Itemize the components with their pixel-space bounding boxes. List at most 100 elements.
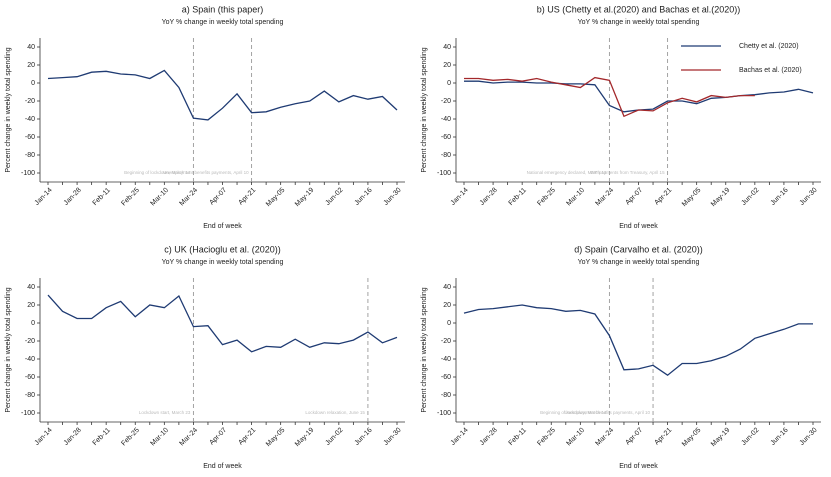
x-tick-label: May-05 (265, 427, 287, 449)
y-tick-label: 0 (447, 80, 451, 87)
reference-label: Beginning of lockdown, March 14 (124, 170, 191, 175)
panel: b) US (Chetty et al.(2020) and Bachas et… (421, 4, 821, 230)
panel: d) Spain (Carvalho et al. (2020)) YoY % c… (421, 244, 821, 470)
x-tick-label: Apr-21 (237, 427, 257, 447)
y-tick-label: 40 (27, 284, 35, 291)
reference-label: National emergency declared, March 13 (527, 170, 607, 175)
y-tick-label: -80 (25, 392, 35, 399)
x-axis-label: End of week (619, 463, 658, 470)
y-tick-label: 40 (443, 44, 451, 51)
x-tick-label: May-05 (681, 427, 703, 449)
x-tick-label: Apr-07 (208, 427, 228, 447)
x-tick-label: May-19 (294, 187, 316, 209)
x-tick-label: Jan-28 (479, 187, 499, 207)
x-tick-label: Jun-16 (354, 187, 374, 207)
panel-title: c) UK (Hacioglu et al. (2020)) (164, 244, 281, 254)
panel-subtitle: YoY % change in weekly total spending (578, 19, 700, 26)
y-tick-label: 0 (447, 320, 451, 327)
y-tick-label: -40 (441, 116, 451, 123)
x-tick-label: Feb-11 (508, 427, 528, 447)
x-tick-label: Mar-24 (594, 427, 615, 448)
x-tick-label: Jun-30 (383, 187, 403, 207)
y-tick-label: 20 (443, 62, 451, 69)
y-tick-label: -40 (25, 356, 35, 363)
panel: a) Spain (this paper) YoY % change in wee… (5, 4, 405, 230)
reference-label: Lockdown relaxation, June 15 (305, 410, 365, 415)
x-tick-label: Jan-28 (63, 187, 83, 207)
panel-subtitle: YoY % change in weekly total spending (162, 19, 284, 26)
x-axis-label: End of week (203, 223, 242, 230)
y-tick-label: -100 (437, 410, 451, 417)
y-axis-label: Percent change in weekly total spending (421, 287, 428, 412)
x-tick-label: Mar-10 (565, 427, 586, 448)
y-tick-label: 40 (27, 44, 35, 51)
y-tick-label: -40 (441, 356, 451, 363)
x-tick-label: May-19 (710, 427, 732, 449)
y-tick-label: 20 (27, 62, 35, 69)
y-tick-label: 0 (31, 80, 35, 87)
x-tick-label: Jan-14 (450, 427, 470, 447)
x-tick-label: Apr-21 (653, 427, 673, 447)
x-tick-label: Jan-14 (450, 187, 470, 207)
data-line (47, 294, 398, 353)
x-tick-label: Feb-25 (120, 427, 141, 448)
y-tick-label: 20 (27, 302, 35, 309)
x-tick-label: Apr-21 (653, 187, 673, 207)
x-tick-label: Jun-02 (324, 427, 344, 447)
x-tick-label: Feb-11 (92, 427, 112, 447)
x-tick-label: May-19 (294, 427, 316, 449)
x-axis-label: End of week (619, 223, 658, 230)
reference-label: EIP payments from Treasury, April 15 (590, 170, 665, 175)
x-tick-label: Feb-25 (536, 427, 557, 448)
x-tick-label: Apr-21 (237, 187, 257, 207)
x-tick-label: Feb-11 (92, 187, 112, 207)
x-tick-label: Jan-28 (479, 427, 499, 447)
reference-label: Lockdown start, March 23 (139, 410, 191, 415)
panel-title: b) US (Chetty et al.(2020) and Bachas et… (537, 4, 741, 14)
y-tick-label: -20 (25, 98, 35, 105)
reference-label: Beginning of lockdown, March 14 (540, 410, 607, 415)
y-tick-label: -100 (21, 170, 35, 177)
y-tick-label: -100 (21, 410, 35, 417)
panel-title: d) Spain (Carvalho et al. (2020)) (574, 244, 703, 254)
x-tick-label: Jun-02 (740, 187, 760, 207)
y-tick-label: 20 (443, 302, 451, 309)
x-tick-label: Jan-28 (63, 427, 83, 447)
x-tick-label: Jun-16 (354, 427, 374, 447)
y-tick-label: -60 (25, 374, 35, 381)
x-tick-label: May-19 (710, 187, 732, 209)
x-tick-label: Jun-16 (770, 427, 790, 447)
x-tick-label: Feb-25 (120, 187, 141, 208)
y-axis-label: Percent change in weekly total spending (5, 47, 12, 172)
x-tick-label: Apr-07 (208, 187, 228, 207)
x-tick-label: Jun-02 (324, 187, 344, 207)
y-tick-label: -60 (441, 134, 451, 141)
reference-label: Unemployment benefits payments, April 10 (163, 170, 249, 175)
y-tick-label: -100 (437, 170, 451, 177)
x-tick-label: Mar-10 (565, 187, 586, 208)
legend-label: Bachas et al. (2020) (739, 67, 802, 74)
y-tick-label: -20 (25, 338, 35, 345)
y-axis-label: Percent change in weekly total spending (5, 287, 12, 412)
x-tick-label: Jun-30 (383, 427, 403, 447)
y-tick-label: -80 (441, 152, 451, 159)
y-tick-label: -60 (441, 374, 451, 381)
x-tick-label: Mar-10 (149, 427, 170, 448)
panel-subtitle: YoY % change in weekly total spending (578, 259, 700, 266)
x-tick-label: Mar-24 (178, 187, 199, 208)
x-tick-label: Mar-24 (178, 427, 199, 448)
y-tick-label: -20 (441, 98, 451, 105)
panel-subtitle: YoY % change in weekly total spending (162, 259, 284, 266)
x-tick-label: Jun-30 (799, 427, 819, 447)
data-line (464, 80, 814, 113)
x-tick-label: Mar-24 (594, 187, 615, 208)
y-tick-label: -40 (25, 116, 35, 123)
y-tick-label: 0 (31, 320, 35, 327)
panel: c) UK (Hacioglu et al. (2020)) YoY % chan… (5, 244, 405, 470)
x-tick-label: Feb-25 (536, 187, 557, 208)
x-tick-label: Jan-14 (34, 427, 54, 447)
data-line (464, 76, 755, 118)
y-tick-label: -80 (25, 152, 35, 159)
x-axis-label: End of week (203, 463, 242, 470)
